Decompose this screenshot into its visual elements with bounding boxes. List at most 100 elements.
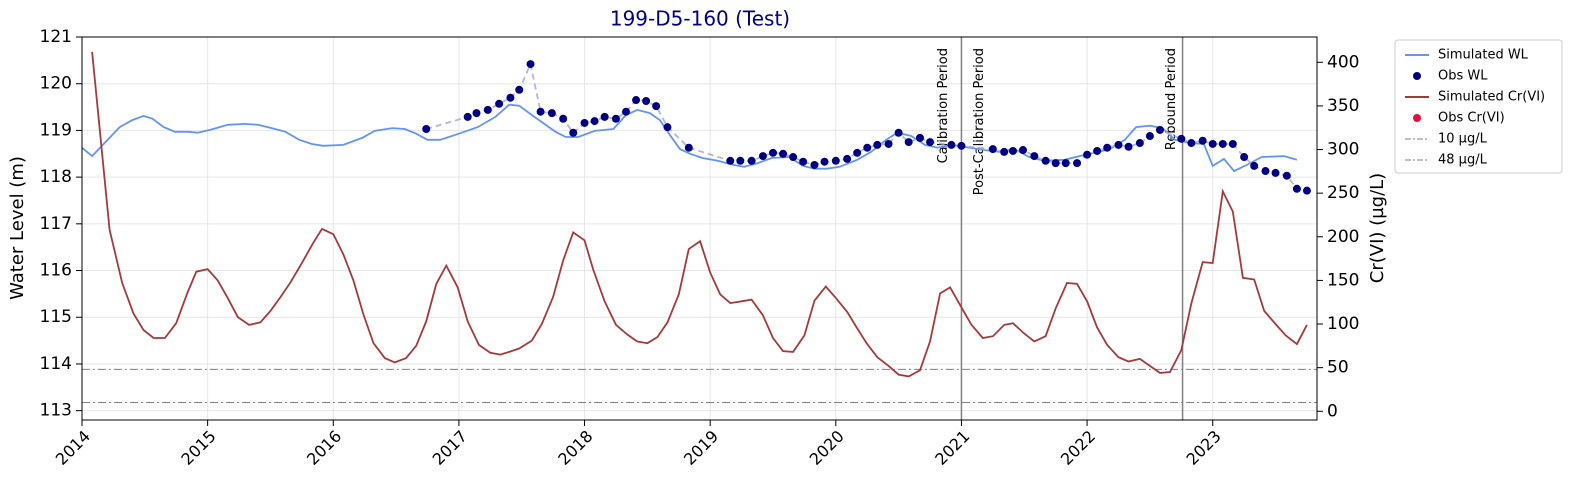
obs-point	[726, 156, 735, 165]
x-tick-label: 2017	[429, 427, 471, 469]
obs-point	[853, 148, 862, 157]
obs-point	[915, 133, 924, 142]
legend-swatch	[1413, 72, 1421, 80]
obs-point	[1250, 161, 1259, 170]
obs-point	[957, 141, 966, 150]
y2-tick-label: 400	[1327, 52, 1359, 72]
obs-point	[663, 123, 672, 132]
x-tick-label: 2022	[1057, 427, 1099, 469]
chart-title: 199-D5-160 (Test)	[610, 7, 790, 31]
y-tick-label: 117	[40, 214, 72, 234]
obs-point	[1000, 147, 1009, 156]
obs-point	[1051, 159, 1060, 168]
y-tick-label: 113	[40, 401, 72, 421]
obs-point	[483, 105, 492, 114]
x-tick-label: 2018	[554, 427, 596, 469]
legend-box	[1394, 39, 1563, 174]
obs-point	[843, 154, 852, 163]
obs-point	[515, 85, 524, 94]
obs-point	[622, 107, 631, 116]
obs-point	[779, 149, 788, 158]
obs-point	[569, 128, 578, 137]
obs-point	[580, 118, 589, 127]
obs-point	[1093, 146, 1102, 155]
y2-tick-label: 0	[1327, 401, 1338, 421]
y-tick-label: 116	[40, 261, 72, 281]
obs-point	[1061, 159, 1070, 168]
y-tick-label: 118	[40, 167, 72, 187]
y-tick-label: 121	[40, 27, 72, 47]
obs-point	[1145, 132, 1154, 141]
legend-label: 10 µg/L	[1438, 132, 1488, 147]
obs-point	[758, 152, 767, 161]
obs-point	[1261, 167, 1270, 176]
obs-point	[600, 112, 609, 121]
obs-point	[1187, 139, 1196, 148]
y2-tick-label: 200	[1327, 227, 1359, 247]
legend-swatch	[1413, 114, 1421, 122]
obs-point	[472, 109, 481, 118]
obs-point	[820, 157, 829, 166]
obs-point	[1282, 171, 1291, 180]
obs-point	[1030, 152, 1039, 161]
obs-point	[1124, 142, 1133, 151]
obs-point	[559, 114, 568, 123]
obs-point	[1292, 184, 1301, 193]
obs-point	[547, 109, 556, 118]
obs-point	[1208, 139, 1217, 148]
obs-point	[1240, 153, 1249, 162]
period-label: Rebound Period	[1164, 48, 1179, 150]
y2-tick-label: 50	[1327, 358, 1349, 378]
period-label: Calibration Period	[936, 48, 951, 163]
obs-point	[1155, 125, 1164, 134]
y-tick-label: 115	[40, 307, 72, 327]
obs-point	[632, 96, 641, 105]
obs-point	[1198, 136, 1207, 145]
obs-point	[810, 160, 819, 169]
obs-point	[988, 145, 997, 154]
y2-axis-label: Cr(VI) (µg/L)	[1367, 173, 1388, 283]
obs-point	[1135, 139, 1144, 148]
obs-point	[831, 156, 840, 165]
obs-point	[463, 112, 472, 121]
obs-point	[642, 96, 651, 105]
y2-tick-label: 300	[1327, 140, 1359, 160]
x-tick-label: 2021	[931, 427, 973, 469]
obs-point	[1302, 186, 1311, 195]
legend-label: Simulated WL	[1438, 48, 1529, 63]
obs-point	[1228, 139, 1237, 148]
obs-point	[947, 140, 956, 149]
y-tick-label: 114	[40, 354, 72, 374]
obs-point	[1008, 146, 1017, 155]
obs-point	[536, 107, 545, 116]
x-tick-label: 2023	[1183, 427, 1225, 469]
obs-point	[1019, 146, 1028, 155]
obs-point	[1073, 159, 1082, 168]
legend-label: 48 µg/L	[1438, 153, 1488, 168]
obs-point	[1103, 143, 1112, 152]
obs-point	[526, 60, 535, 69]
obs-point	[1083, 150, 1092, 159]
obs-point	[926, 138, 935, 147]
obs-point	[1041, 156, 1050, 165]
y2-tick-label: 250	[1327, 183, 1359, 203]
obs-point	[506, 93, 515, 102]
obs-point	[422, 125, 431, 134]
period-label: Post-Calibration Period	[972, 48, 987, 195]
y2-tick-label: 350	[1327, 96, 1359, 116]
y-tick-label: 119	[40, 120, 72, 140]
obs-point	[652, 102, 661, 111]
obs-point	[873, 140, 882, 149]
obs-point	[1114, 140, 1123, 149]
y2-tick-label: 150	[1327, 270, 1359, 290]
legend-label: Obs WL	[1438, 69, 1488, 84]
obs-point	[684, 143, 693, 152]
obs-point	[768, 148, 777, 157]
series-line	[81, 103, 1298, 173]
x-tick-label: 2020	[806, 427, 848, 469]
y2-tick-label: 100	[1327, 314, 1359, 334]
y-tick-label: 120	[40, 74, 72, 94]
x-tick-label: 2016	[303, 427, 345, 469]
obs-point	[1218, 139, 1227, 148]
